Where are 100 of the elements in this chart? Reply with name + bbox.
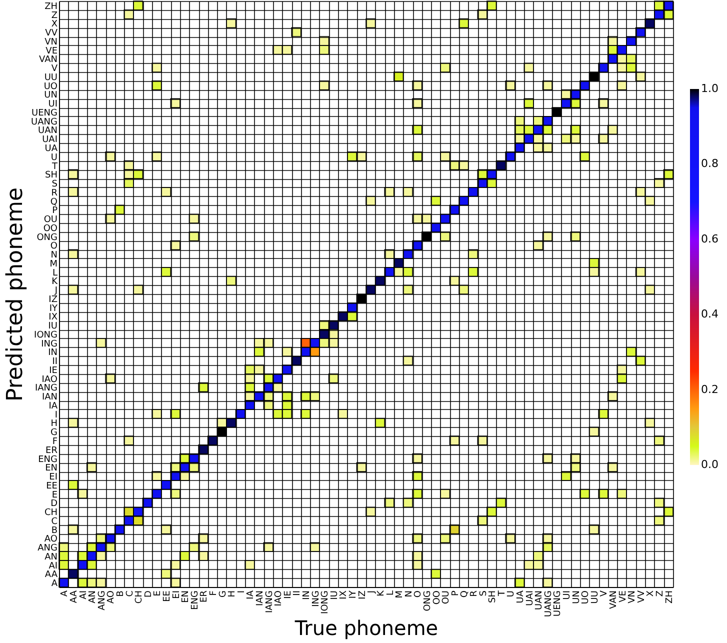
x-tick-label: ING — [311, 590, 322, 607]
y-tick-label: UA — [44, 144, 58, 154]
x-tick-label: A — [60, 590, 70, 597]
y-tick-label: K — [52, 277, 59, 288]
y-tick-label: OO — [43, 224, 58, 234]
x-tick-label: SH — [488, 590, 498, 603]
x-tick-label: B — [116, 590, 126, 597]
y-tick-label: VAN — [39, 55, 58, 66]
y-tick-label: H — [50, 419, 58, 430]
color-bar-label: 1.0 — [701, 82, 718, 95]
x-tick-label: AI — [78, 590, 89, 600]
x-tick-label: IA — [246, 590, 256, 600]
y-tick-label: G — [50, 428, 58, 438]
x-tick-label: IU — [330, 590, 340, 600]
y-tick-label: VN — [44, 37, 58, 48]
y-tick-label: ENG — [38, 454, 58, 465]
x-tick-label: UO — [581, 590, 592, 604]
y-tick-label: L — [52, 268, 58, 278]
y-tick-label: CH — [44, 508, 58, 518]
y-tick-label: J — [54, 286, 58, 296]
x-tick-label: UAI — [525, 590, 536, 606]
y-tick-label: UENG — [32, 108, 58, 118]
y-tick-label: T — [51, 162, 58, 172]
y-tick-label: ANG — [38, 544, 58, 554]
x-tick-label: VV — [636, 590, 647, 603]
y-tick-label: E — [52, 490, 58, 500]
x-tick-label: ONG — [422, 590, 433, 612]
y-axis-title: Predicted phoneme — [3, 187, 28, 402]
y-tick-label: UN — [44, 90, 58, 101]
x-tick-label: K — [376, 589, 386, 596]
color-bar-label: 0.8 — [701, 157, 718, 170]
x-tick-label: AA — [69, 590, 80, 604]
y-tick-label: X — [51, 20, 58, 30]
y-tick-label: ZH — [44, 2, 58, 12]
x-tick-label: AN — [88, 590, 98, 604]
x-tick-label: IZ — [358, 590, 368, 600]
color-bar-label: 0.0 — [701, 458, 718, 471]
x-tick-label: UU — [590, 590, 600, 604]
y-tick-label: IU — [48, 322, 58, 332]
y-tick-label: Z — [51, 10, 58, 21]
x-tick-label: IANG — [264, 590, 275, 614]
y-tick-label: AA — [44, 570, 58, 580]
y-tick-label: IY — [49, 304, 58, 314]
y-tick-label: OU — [44, 215, 58, 226]
x-tick-label: M — [395, 590, 406, 598]
y-tick-label: R — [51, 188, 58, 198]
x-tick-label: C — [125, 590, 136, 597]
y-tick-label: ONG — [36, 232, 58, 243]
x-tick-label: R — [469, 590, 480, 597]
x-tick-label: O — [414, 590, 424, 598]
x-tick-label: D — [144, 590, 154, 598]
x-axis-title: True phoneme — [294, 616, 438, 640]
x-tick-label: CH — [134, 590, 145, 604]
color-bar-label: 0.2 — [701, 382, 718, 396]
x-tick-label: IX — [339, 590, 350, 600]
x-tick-label: OU — [442, 590, 452, 604]
y-tick-label: UANG — [31, 117, 58, 128]
x-tick-label: UAN — [534, 590, 545, 610]
y-tick-label: EI — [49, 472, 58, 483]
x-tick-label: IAO — [274, 590, 284, 606]
color-bar-label: 0.4 — [701, 308, 718, 321]
x-tick-label: EE — [162, 590, 172, 602]
x-tick-label: UENG — [553, 590, 564, 616]
y-tick-label: U — [50, 152, 58, 163]
x-tick-label: Z — [656, 590, 666, 597]
y-tick-label: IZ — [48, 294, 58, 305]
x-tick-label: UI — [562, 590, 573, 600]
y-tick-label: AO — [44, 534, 58, 545]
y-tick-label: S — [52, 180, 58, 190]
x-tick-label: IE — [283, 590, 294, 599]
y-tick-label: UAN — [38, 126, 58, 136]
x-tick-label: U — [506, 590, 517, 598]
x-tick-label: ER — [200, 590, 210, 602]
y-tick-label: EE — [46, 481, 58, 492]
color-bar-label: 0.6 — [701, 232, 718, 246]
x-tick-label: IAN — [256, 590, 266, 606]
x-tick-label: UANG — [544, 590, 554, 617]
y-tick-label: Q — [50, 197, 58, 208]
x-tick-label: L — [386, 590, 396, 596]
y-tick-label: IX — [48, 312, 58, 323]
y-tick-label: P — [52, 206, 58, 216]
x-tick-label: EI — [172, 590, 182, 599]
y-tick-label: IAN — [42, 392, 58, 403]
y-tick-label: UAI — [42, 135, 58, 146]
y-tick-label: D — [50, 499, 58, 510]
x-tick-label: IONG — [320, 590, 331, 614]
x-tick-label: J — [367, 590, 378, 594]
y-tick-label: IN — [48, 348, 58, 358]
x-tick-label: N — [404, 590, 414, 598]
y-tick-label: IA — [48, 401, 58, 412]
x-tick-label: F — [209, 590, 219, 596]
x-tick-label: E — [153, 590, 164, 596]
y-tick-label: AI — [48, 561, 58, 572]
x-tick-label: VE — [618, 590, 628, 602]
y-tick-label: F — [52, 437, 58, 447]
x-tick-label: II — [292, 590, 303, 596]
x-tick-label: UN — [572, 590, 582, 604]
x-tick-label: VN — [628, 590, 638, 604]
y-tick-label: VE — [46, 46, 58, 56]
y-tick-label: UI — [48, 100, 58, 110]
